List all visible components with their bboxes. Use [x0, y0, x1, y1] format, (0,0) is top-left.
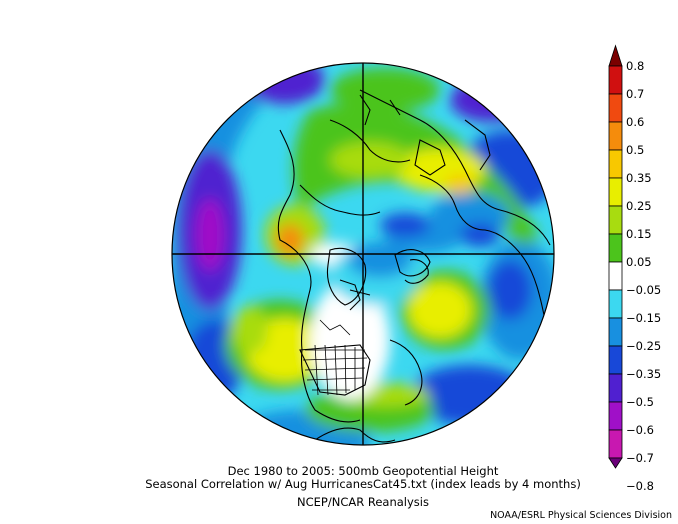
colorbar-swatch: [608, 65, 623, 95]
colorbar-swatch: [608, 177, 623, 207]
state-borders: [302, 319, 368, 396]
colorbar-tick-label: 0.05: [626, 255, 652, 269]
colorbar-swatch: [608, 205, 623, 235]
colorbar-swatch: [608, 121, 623, 151]
colorbar-tick-label: −0.6: [626, 423, 654, 437]
colorbar-swatch: [608, 93, 623, 123]
colorbar-swatch: [608, 261, 623, 291]
colorbar-swatch: [608, 149, 623, 179]
colorbar-swatch: [608, 429, 623, 459]
colorbar-tick-label: 0.5: [626, 143, 645, 157]
colorbar-swatch: [608, 317, 623, 347]
colorbar-tick-label: 0.8: [626, 59, 645, 73]
caption-line-1: Dec 1980 to 2005: 500mb Geopotential Hei…: [227, 464, 499, 478]
credit-text: NOAA/ESRL Physical Sciences Division: [490, 510, 672, 521]
map-boundary: [171, 62, 555, 446]
colorbar-swatch: [608, 401, 623, 431]
colorbar-tick-label: −0.25: [626, 339, 662, 353]
colorbar-swatch: [608, 233, 623, 263]
colorbar-tick-label: −0.7: [626, 451, 654, 465]
colorbar-tick-label: 0.6: [626, 115, 645, 129]
caption-line-2: Seasonal Correlation w/ Aug HurricanesCa…: [145, 477, 581, 491]
colorbar-swatch: [608, 345, 623, 375]
colorbar: [608, 44, 623, 469]
colorbar-tick-label: 0.35: [626, 171, 652, 185]
colorbar-swatch: [608, 289, 623, 319]
colorbar-tick-label: 0.15: [626, 227, 652, 241]
colorbar-tick-label: −0.8: [626, 479, 654, 493]
colorbar-swatch: [608, 373, 623, 403]
colorbar-tick-label: 0.7: [626, 87, 645, 101]
colorbar-tick-label: −0.05: [626, 283, 662, 297]
coastlines: [277, 89, 551, 443]
colorbar-arrow-top: [608, 44, 623, 67]
colorbar-tick-label: −0.5: [626, 395, 654, 409]
colorbar-arrow-bottom: [608, 457, 623, 469]
colorbar-tick-label: 0.25: [626, 199, 652, 213]
caption-line-3: NCEP/NCAR Reanalysis: [297, 495, 429, 509]
colorbar-tick-label: −0.35: [626, 367, 662, 381]
colorbar-tick-label: −0.15: [626, 311, 662, 325]
